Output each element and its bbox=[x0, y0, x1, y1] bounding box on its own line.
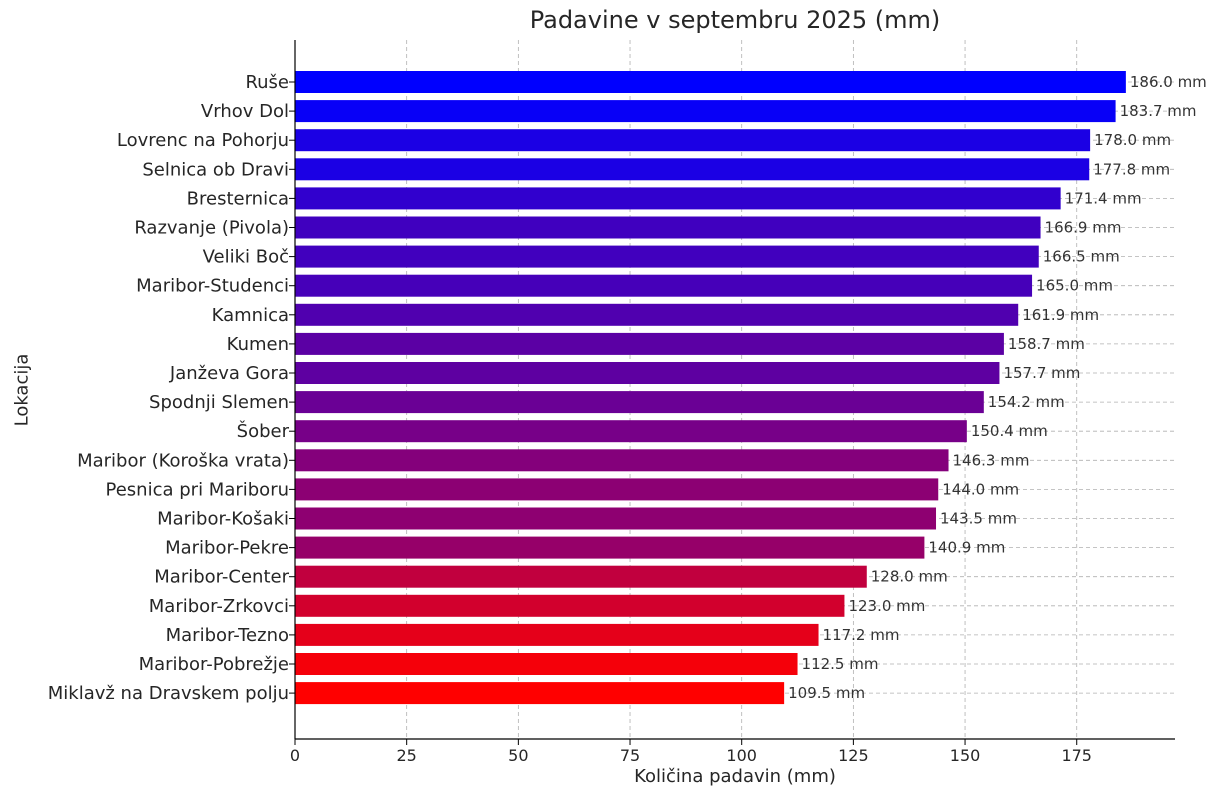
bar bbox=[295, 274, 1033, 297]
bar bbox=[295, 129, 1091, 152]
y-tick-label: Šober bbox=[237, 420, 290, 442]
bar bbox=[295, 362, 1000, 384]
chart-title: Padavine v septembru 2025 (mm) bbox=[529, 6, 941, 34]
bar-value-label: 183.7 mm bbox=[1120, 102, 1197, 120]
bar-value-label: 171.4 mm bbox=[1065, 189, 1142, 207]
y-tick-label: Maribor-Tezno bbox=[166, 625, 289, 646]
y-tick-label: Maribor-Pobrežje bbox=[139, 654, 289, 675]
x-tick-label: 100 bbox=[726, 746, 757, 765]
bar bbox=[295, 100, 1116, 123]
x-axis-label: Količina padavin (mm) bbox=[634, 766, 836, 787]
bar-value-label: 166.5 mm bbox=[1043, 248, 1120, 266]
y-tick-label: Pesnica pri Mariboru bbox=[106, 479, 289, 500]
bar bbox=[295, 449, 949, 472]
y-tick-label: Maribor-Studenci bbox=[136, 276, 289, 297]
bar bbox=[295, 507, 937, 530]
bar bbox=[295, 245, 1039, 268]
y-tick-label: Lovrenc na Pohorju bbox=[117, 130, 289, 151]
bar-value-label: 154.2 mm bbox=[988, 393, 1065, 411]
bar bbox=[295, 682, 785, 705]
y-tick-label: Maribor (Koroška vrata) bbox=[77, 450, 289, 471]
x-tick-label: 125 bbox=[838, 746, 869, 765]
bar-value-label: 143.5 mm bbox=[940, 510, 1017, 528]
bar-value-label: 109.5 mm bbox=[788, 684, 865, 702]
bar-value-label: 177.8 mm bbox=[1093, 160, 1170, 178]
bar bbox=[295, 623, 819, 646]
bar bbox=[295, 653, 798, 675]
bar bbox=[295, 594, 845, 617]
bar bbox=[295, 565, 867, 588]
y-tick-label: Razvanje (Pivola) bbox=[134, 218, 289, 239]
y-tick-label: Maribor-Košaki bbox=[157, 509, 289, 530]
y-tick-label: Bresternica bbox=[187, 188, 289, 209]
x-tick-label: 25 bbox=[396, 746, 416, 765]
y-tick-label: Kamnica bbox=[212, 305, 289, 326]
bar bbox=[295, 71, 1126, 93]
y-tick-label: Selnica ob Dravi bbox=[142, 159, 289, 180]
bar-value-label: 166.9 mm bbox=[1045, 219, 1122, 237]
bar-value-label: 117.2 mm bbox=[823, 626, 900, 644]
y-tick-label: Vrhov Dol bbox=[201, 101, 289, 122]
y-tick-label: Veliki Boč bbox=[203, 247, 289, 268]
bar-value-label: 161.9 mm bbox=[1022, 306, 1099, 324]
x-tick-label: 0 bbox=[290, 746, 300, 765]
bar-value-label: 144.0 mm bbox=[942, 480, 1019, 498]
bar bbox=[295, 391, 984, 414]
bar-value-label: 123.0 mm bbox=[848, 597, 925, 615]
y-tick-label: Ruše bbox=[245, 72, 289, 93]
bar-value-label: 158.7 mm bbox=[1008, 335, 1085, 353]
y-tick-label: Maribor-Pekre bbox=[165, 538, 289, 559]
bar-value-label: 150.4 mm bbox=[971, 422, 1048, 440]
y-tick-label: Janževa Gora bbox=[169, 363, 289, 384]
bar bbox=[295, 478, 939, 501]
bar-value-label: 178.0 mm bbox=[1094, 131, 1171, 149]
bar bbox=[295, 216, 1041, 239]
bar-value-label: 140.9 mm bbox=[928, 539, 1005, 557]
x-tick-label: 175 bbox=[1061, 746, 1092, 765]
bar bbox=[295, 332, 1004, 355]
bar-value-label: 146.3 mm bbox=[953, 451, 1030, 469]
y-tick-label: Spodnji Slemen bbox=[149, 392, 289, 413]
y-tick-label: Maribor-Zrkovci bbox=[149, 596, 289, 617]
bar bbox=[295, 187, 1061, 210]
x-tick-label: 50 bbox=[508, 746, 528, 765]
bar-value-label: 128.0 mm bbox=[871, 568, 948, 586]
y-tick-label: Kumen bbox=[227, 334, 289, 355]
bar bbox=[295, 303, 1019, 326]
bar-value-label: 157.7 mm bbox=[1003, 364, 1080, 382]
x-tick-label: 75 bbox=[620, 746, 640, 765]
y-tick-label: Miklavž na Dravskem polju bbox=[48, 683, 289, 704]
x-tick-label: 150 bbox=[950, 746, 981, 765]
y-tick-label: Maribor-Center bbox=[154, 567, 289, 588]
bar bbox=[295, 158, 1090, 181]
bar bbox=[295, 420, 967, 443]
bar-value-label: 112.5 mm bbox=[802, 655, 879, 673]
bar-value-label: 186.0 mm bbox=[1130, 73, 1207, 91]
bar bbox=[295, 536, 925, 559]
bar-value-label: 165.0 mm bbox=[1036, 277, 1113, 295]
